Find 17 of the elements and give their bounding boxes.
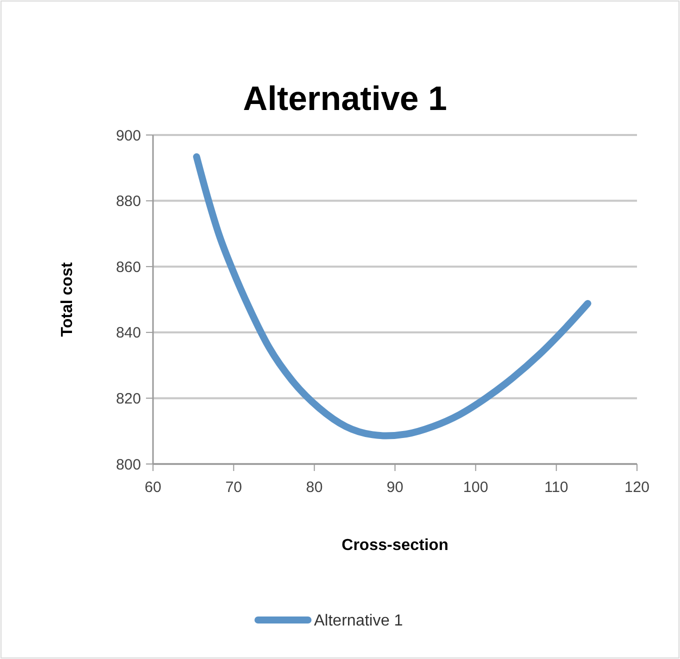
- x-tick-label: 120: [624, 479, 650, 496]
- x-tick-label: 60: [144, 479, 162, 496]
- x-tick-label: 80: [306, 479, 323, 496]
- y-tick-label: 880: [116, 193, 141, 210]
- y-tick-label: 900: [116, 127, 141, 144]
- x-tick-label: 70: [225, 479, 242, 496]
- x-axis-title: Cross-section: [342, 537, 448, 554]
- x-tick-label: 100: [463, 479, 488, 496]
- y-axis-title: Total cost: [59, 262, 76, 337]
- y-tick-label: 820: [116, 390, 141, 408]
- y-tick-label: 860: [116, 258, 141, 276]
- legend-label: Alternative 1: [314, 612, 404, 630]
- y-tick-label: 800: [116, 456, 141, 474]
- x-tick-label: 90: [386, 479, 404, 496]
- x-tick-label: 110: [544, 479, 568, 496]
- y-tick-label: 840: [116, 324, 141, 342]
- chart-title: Alternative 1: [242, 80, 448, 118]
